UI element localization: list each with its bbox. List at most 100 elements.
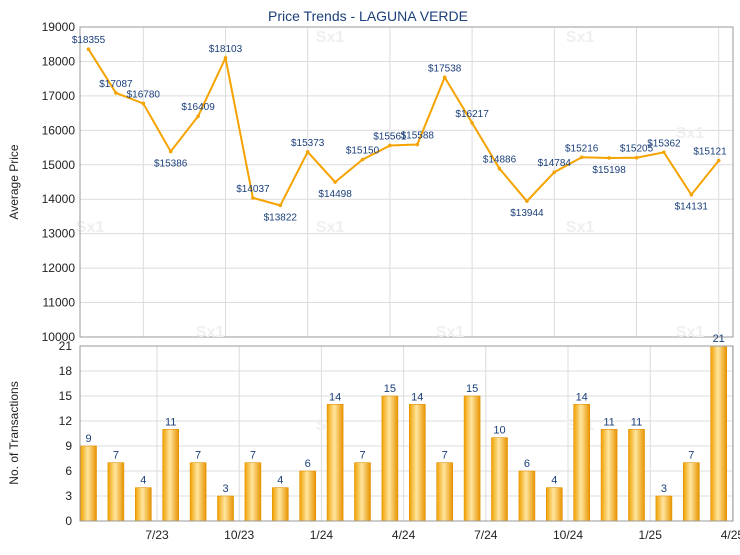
bottom-y-tick-label: 9 [65, 439, 72, 453]
bottom-y-tick-label: 0 [65, 514, 72, 528]
top-y-tick-label: 15000 [42, 158, 76, 172]
price-point [168, 149, 173, 154]
top-y-tick-label: 17000 [42, 89, 76, 103]
transaction-data-label: 6 [305, 458, 311, 470]
x-tick-label: 10/24 [553, 528, 583, 542]
watermark-text: Sx1 [76, 219, 105, 236]
price-point [388, 143, 392, 148]
price-point [442, 75, 447, 80]
top-y-tick-label: 14000 [42, 192, 76, 206]
price-data-label: $18103 [209, 44, 243, 55]
price-data-label: $15121 [693, 147, 727, 158]
price-point [86, 47, 91, 52]
price-point [360, 157, 365, 162]
top-y-tick-label: 12000 [42, 261, 76, 275]
price-data-label: $15205 [620, 144, 654, 155]
transaction-bar [600, 429, 618, 522]
transaction-bar [162, 429, 179, 522]
transaction-bar [408, 404, 426, 522]
price-data-label: $17538 [428, 63, 462, 74]
bottom-y-tick-label: 18 [59, 364, 73, 378]
transaction-data-label: 7 [250, 450, 256, 462]
top-y-tick-label: 10000 [42, 330, 76, 344]
price-data-label: $13944 [510, 208, 544, 219]
transaction-bar [436, 462, 454, 522]
price-point [607, 156, 611, 160]
transaction-data-label: 4 [140, 475, 146, 487]
transaction-data-label: 6 [524, 458, 530, 470]
transaction-data-label: 4 [277, 475, 283, 487]
watermark-text: Sx1 [676, 125, 705, 142]
watermark-text: Sx1 [196, 324, 225, 341]
x-tick-label: 7/23 [145, 528, 169, 542]
transaction-data-label: 7 [113, 450, 119, 462]
price-data-label: $15362 [647, 138, 681, 149]
transaction-data-label: 3 [222, 483, 228, 495]
price-point [141, 101, 146, 106]
price-point [525, 199, 529, 203]
transaction-data-label: 3 [661, 483, 667, 495]
price-data-label: $15386 [154, 158, 188, 169]
top-y-tick-label: 13000 [42, 227, 76, 241]
bottom-y-tick-label: 15 [59, 389, 73, 403]
transaction-bar [326, 404, 344, 522]
price-data-label: $16217 [455, 109, 489, 120]
bottom-plot-frame [79, 345, 734, 522]
transaction-data-label: 21 [713, 333, 725, 345]
transaction-bar [628, 429, 645, 522]
watermark-text: Sx1 [676, 324, 705, 341]
price-point [497, 166, 502, 171]
top-y-tick-label: 19000 [42, 20, 76, 34]
transaction-bar [135, 487, 152, 522]
transaction-data-label: 7 [688, 450, 694, 462]
price-point [305, 150, 310, 154]
top-y-axis-label: Average Price [7, 144, 21, 219]
price-data-label: $14131 [675, 202, 709, 213]
price-data-label: $14886 [483, 155, 517, 166]
price-point [114, 91, 118, 95]
transaction-data-label: 10 [493, 425, 505, 437]
x-tick-label: 1/24 [310, 528, 334, 542]
transaction-bar [682, 462, 700, 522]
chart-title: Price Trends - LAGUNA VERDE [268, 8, 468, 24]
transaction-data-label: 7 [442, 450, 448, 462]
price-data-label: $15588 [401, 131, 435, 142]
x-tick-label: 10/23 [224, 528, 254, 542]
transaction-bar [655, 495, 673, 522]
top-plot-frame [79, 26, 734, 338]
transaction-bar [271, 487, 289, 522]
x-tick-label: 7/24 [474, 528, 498, 542]
price-data-label: $15198 [592, 165, 626, 176]
transaction-data-label: 11 [631, 416, 642, 428]
price-series-line [87, 48, 720, 207]
transaction-data-labels: 9 7 4 11 7 3 7 4 6 14 7 15 14 7 15 10 6 4 14 11 11 3 7 21 [85, 333, 724, 495]
transaction-data-label: 7 [359, 450, 365, 462]
top-y-tick-label: 18000 [42, 54, 76, 68]
transaction-bar [80, 445, 97, 522]
transaction-data-label: 14 [576, 391, 588, 403]
price-point [333, 180, 337, 184]
price-data-label: $14784 [538, 158, 572, 169]
price-data-label: $13822 [264, 212, 298, 223]
transaction-bar [710, 345, 728, 522]
transaction-data-label: 4 [551, 475, 557, 487]
price-data-label: $15561 [373, 131, 407, 142]
transaction-data-label: 15 [384, 383, 396, 395]
watermark-text: Sx1 [566, 219, 595, 236]
price-data-label: $17087 [99, 79, 133, 90]
watermark-text: Sx1 [316, 219, 345, 236]
transaction-data-label: 14 [411, 391, 423, 403]
price-point [470, 121, 474, 125]
price-data-label: $15216 [565, 143, 599, 154]
bottom-y-axis-ticks: 0 3 6 9 12 15 18 21 [59, 339, 73, 528]
x-tick-label: 1/25 [639, 528, 663, 542]
price-point [634, 155, 639, 160]
top-y-tick-label: 11000 [43, 296, 76, 310]
transaction-bar [545, 487, 563, 522]
transaction-bar [354, 462, 371, 522]
x-tick-label: 4/25 [721, 528, 740, 542]
transaction-data-label: 9 [85, 433, 91, 445]
price-point [716, 158, 721, 163]
